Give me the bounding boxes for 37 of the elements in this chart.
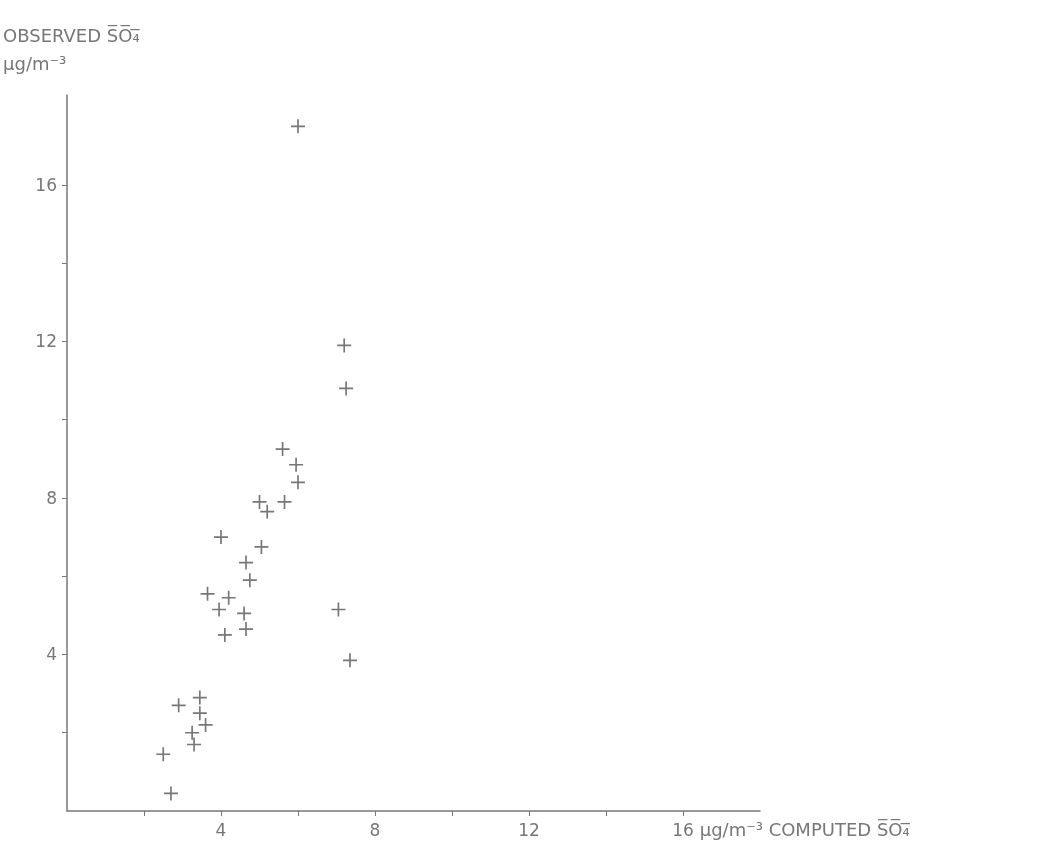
point: [252, 494, 267, 509]
y-tick-label: 4: [46, 644, 57, 665]
point: [289, 457, 304, 472]
x-tick-label: 4: [215, 819, 227, 840]
y-tick-label: 12: [35, 331, 57, 352]
point: [185, 725, 200, 740]
point: [337, 338, 352, 353]
x-tick-label: 8: [369, 819, 381, 840]
point: [192, 690, 207, 705]
point: [260, 504, 275, 519]
point: [275, 442, 290, 457]
point: [277, 494, 292, 509]
point: [254, 539, 269, 554]
point: [192, 706, 207, 721]
point: [237, 606, 252, 621]
x-tick-label: 12: [518, 819, 540, 840]
point: [200, 586, 215, 601]
y-tick-label: 16: [35, 174, 57, 195]
x-axis-title: μg/m⁻³ COMPUTED S̅O̅₄̅: [699, 818, 911, 840]
point: [291, 119, 305, 134]
point: [242, 573, 257, 588]
point: [239, 622, 254, 637]
point: [163, 786, 178, 801]
point: [156, 747, 171, 762]
point: [291, 475, 305, 490]
point: [339, 381, 354, 396]
point: [212, 602, 227, 617]
point: [239, 555, 254, 570]
point: [214, 530, 228, 545]
x-tick-label: 16: [672, 819, 694, 840]
point: [198, 717, 213, 732]
y-axis-title: OBSERVED S̅O̅₄̅ μg/m⁻³: [3, 24, 141, 74]
point: [187, 737, 202, 752]
point: [221, 590, 236, 605]
point: [217, 627, 232, 642]
y-tick-label: 8: [46, 487, 57, 508]
point: [342, 653, 357, 668]
